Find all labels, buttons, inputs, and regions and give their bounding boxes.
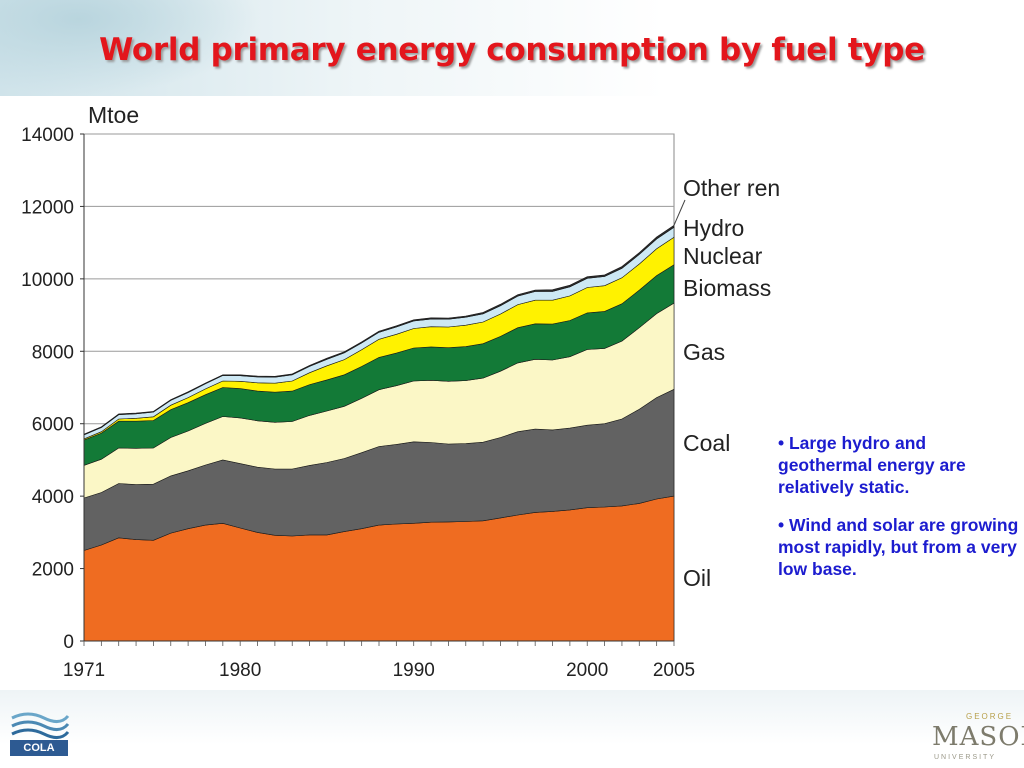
header-globe-graphic: [0, 0, 260, 96]
header-divider: [0, 96, 1024, 99]
x-tick-label-1980: 1980: [219, 660, 261, 681]
slide-notes: • Large hydro and geothermal energy are …: [778, 432, 1020, 596]
cola-logo-icon: [11, 712, 70, 739]
energy-stacked-area-chart: 0 2000 4000 6000 8000 10000 12000 14000 1971 1980…: [21, 102, 780, 681]
y-tick-label-6000: 6000: [32, 415, 74, 436]
series-label-oil: Oil: [683, 565, 711, 591]
x-tick-label-2005: 2005: [653, 660, 695, 681]
gmu-logo-top: GEORGE: [966, 712, 1014, 721]
series-label-gas: Gas: [683, 339, 725, 365]
area-other-renewables: [83, 224, 675, 436]
y-tick-label-12000: 12000: [21, 197, 74, 218]
y-tick-label-4000: 4000: [32, 487, 74, 508]
y-axis-label: Mtoe: [88, 102, 139, 128]
slide-title: World primary energy consumption by fuel…: [99, 32, 925, 68]
y-tick-label-10000: 10000: [21, 270, 74, 291]
note-hydro-geothermal: • Large hydro and geothermal energy are …: [778, 433, 966, 497]
series-label-nuclear: Nuclear: [683, 243, 763, 269]
y-tick-label-2000: 2000: [32, 560, 74, 581]
y-tick-label-0: 0: [63, 632, 74, 653]
gmu-logo-sub: UNIVERSITY: [934, 754, 997, 761]
series-label-biomass: Biomass: [683, 275, 771, 301]
gmu-logo-name: MASON: [932, 722, 1024, 752]
series-label-coal: Coal: [683, 430, 730, 456]
series-label-hydro: Hydro: [683, 215, 744, 241]
y-tick-label-8000: 8000: [32, 342, 74, 363]
y-tick-label-14000: 14000: [21, 125, 74, 146]
x-tick-label-1971: 1971: [63, 660, 105, 681]
x-tick-label-1990: 1990: [393, 660, 435, 681]
note-wind-solar: • Wind and solar are growing most rapidl…: [778, 515, 1019, 579]
footer-background: [0, 690, 1024, 768]
cola-logo-text: COLA: [10, 740, 68, 756]
other-renewables-leader-line: [673, 199, 686, 226]
x-tick-label-2000: 2000: [566, 660, 608, 681]
series-label-other-renewables: Other renewables: [683, 175, 780, 201]
